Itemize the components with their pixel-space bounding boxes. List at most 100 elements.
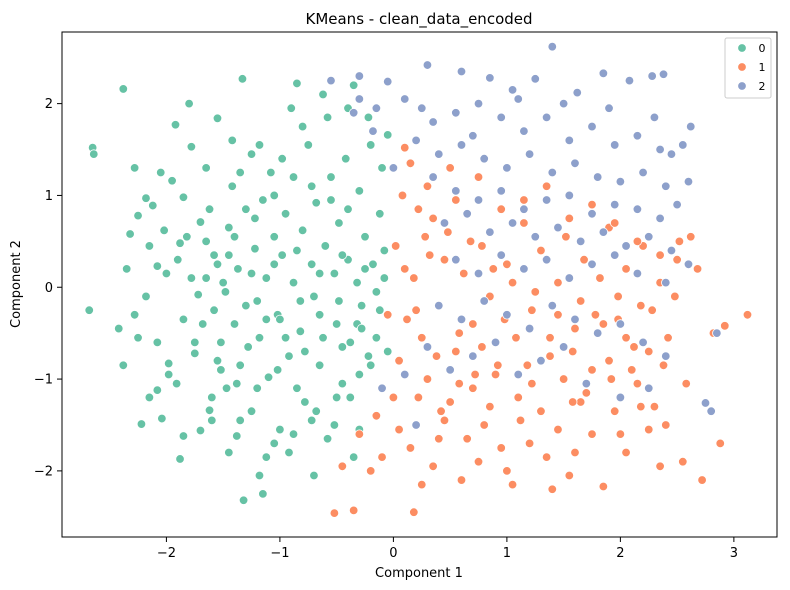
data-point-cluster-0 [261, 314, 271, 325]
data-point-cluster-1 [670, 291, 680, 302]
data-point-cluster-1 [507, 479, 518, 490]
x-tick-label: 2 [616, 546, 624, 561]
data-point-cluster-0 [292, 383, 302, 393]
data-point-cluster-1 [454, 378, 464, 389]
data-point-cluster-1 [513, 392, 523, 403]
data-point-cluster-2 [451, 108, 461, 118]
data-point-cluster-1 [564, 470, 575, 481]
data-point-cluster-0 [337, 378, 348, 389]
data-point-cluster-0 [383, 346, 393, 357]
data-point-cluster-0 [195, 217, 206, 227]
data-point-cluster-0 [297, 121, 308, 132]
data-point-cluster-2 [530, 232, 540, 242]
data-point-cluster-0 [204, 204, 215, 214]
data-point-cluster-0 [246, 268, 257, 279]
data-point-cluster-0 [356, 323, 367, 334]
data-point-cluster-0 [163, 358, 174, 369]
data-point-cluster-2 [485, 227, 495, 237]
data-point-cluster-2 [502, 163, 512, 173]
data-point-cluster-1 [493, 360, 503, 371]
data-point-cluster-0 [269, 259, 279, 270]
data-point-cluster-0 [297, 225, 308, 236]
data-point-cluster-2 [496, 186, 506, 196]
data-point-cluster-0 [280, 333, 291, 343]
data-point-cluster-1 [570, 447, 580, 458]
data-point-cluster-2 [428, 117, 438, 127]
data-point-cluster-2 [547, 300, 557, 311]
data-point-cluster-1 [468, 319, 478, 329]
y-tick-label: −1 [34, 373, 53, 388]
data-point-cluster-0 [345, 337, 355, 348]
data-point-cluster-1 [405, 443, 416, 453]
data-point-cluster-0 [170, 120, 181, 130]
data-point-cluster-1 [553, 310, 563, 320]
data-point-cluster-1 [636, 401, 646, 412]
data-point-cluster-0 [269, 232, 279, 242]
data-point-cluster-2 [507, 85, 518, 95]
data-point-cluster-1 [402, 314, 412, 325]
data-point-cluster-0 [252, 383, 262, 393]
data-point-cluster-2 [326, 75, 336, 86]
data-point-cluster-1 [488, 264, 498, 274]
data-point-cluster-1 [413, 392, 424, 403]
data-point-cluster-2 [683, 176, 694, 187]
data-point-cluster-0 [178, 192, 189, 202]
data-point-cluster-2 [536, 356, 546, 366]
data-point-cluster-1 [397, 190, 408, 201]
data-point-cluster-2 [547, 167, 557, 178]
data-point-cluster-0 [329, 268, 340, 279]
data-point-cluster-0 [233, 264, 243, 274]
data-point-cluster-0 [275, 424, 285, 435]
data-point-cluster-0 [309, 470, 319, 481]
data-point-cluster-0 [292, 78, 302, 89]
data-point-cluster-2 [547, 41, 557, 52]
data-point-cluster-1 [590, 310, 601, 320]
data-point-cluster-0 [250, 243, 260, 254]
data-point-cluster-0 [218, 277, 228, 288]
data-point-cluster-0 [207, 415, 217, 426]
data-point-cluster-2 [661, 181, 671, 191]
data-point-cluster-0 [356, 300, 367, 311]
data-point-cluster-2 [479, 154, 489, 164]
data-point-cluster-1 [663, 333, 673, 343]
legend: 0 1 2 [724, 37, 772, 99]
data-point-cluster-2 [400, 369, 410, 380]
data-point-cluster-1 [477, 342, 487, 352]
data-point-cluster-2 [570, 314, 580, 325]
data-point-cluster-1 [377, 452, 387, 462]
x-tick-label: 3 [730, 546, 738, 561]
data-point-cluster-0 [207, 392, 217, 403]
data-point-cluster-2 [502, 310, 512, 320]
data-point-cluster-2 [558, 98, 569, 109]
data-point-cluster-1 [354, 429, 365, 439]
data-point-cluster-1 [409, 507, 419, 517]
legend-box [724, 37, 772, 99]
data-point-cluster-0 [212, 113, 223, 124]
data-point-cluster-1 [507, 277, 518, 288]
data-point-cluster-1 [649, 401, 660, 412]
data-point-cluster-2 [615, 176, 626, 187]
data-point-cluster-2 [354, 94, 365, 104]
data-point-cluster-0 [144, 241, 155, 251]
x-axis: −2 −1 0 1 2 3 [157, 537, 738, 561]
data-point-cluster-1 [644, 346, 654, 357]
data-point-cluster-1 [613, 291, 623, 302]
data-point-cluster-1 [527, 305, 537, 315]
data-point-cluster-2 [428, 172, 438, 182]
data-point-cluster-1 [655, 250, 665, 260]
data-point-cluster-2 [604, 103, 614, 113]
data-point-cluster-2 [610, 199, 620, 210]
data-point-cluster-1 [541, 452, 552, 462]
data-point-cluster-2 [541, 195, 552, 205]
data-point-cluster-0 [334, 296, 344, 306]
data-point-cluster-2 [462, 209, 472, 219]
data-point-cluster-1 [436, 406, 446, 416]
data-point-cluster-0 [118, 360, 128, 371]
data-point-cluster-0 [238, 495, 249, 505]
data-point-cluster-0 [263, 372, 274, 382]
data-point-cluster-0 [366, 360, 376, 371]
data-point-cluster-0 [292, 245, 302, 256]
data-point-cluster-2 [445, 365, 455, 375]
data-point-cluster-0 [193, 289, 203, 300]
data-point-cluster-0 [275, 314, 285, 325]
